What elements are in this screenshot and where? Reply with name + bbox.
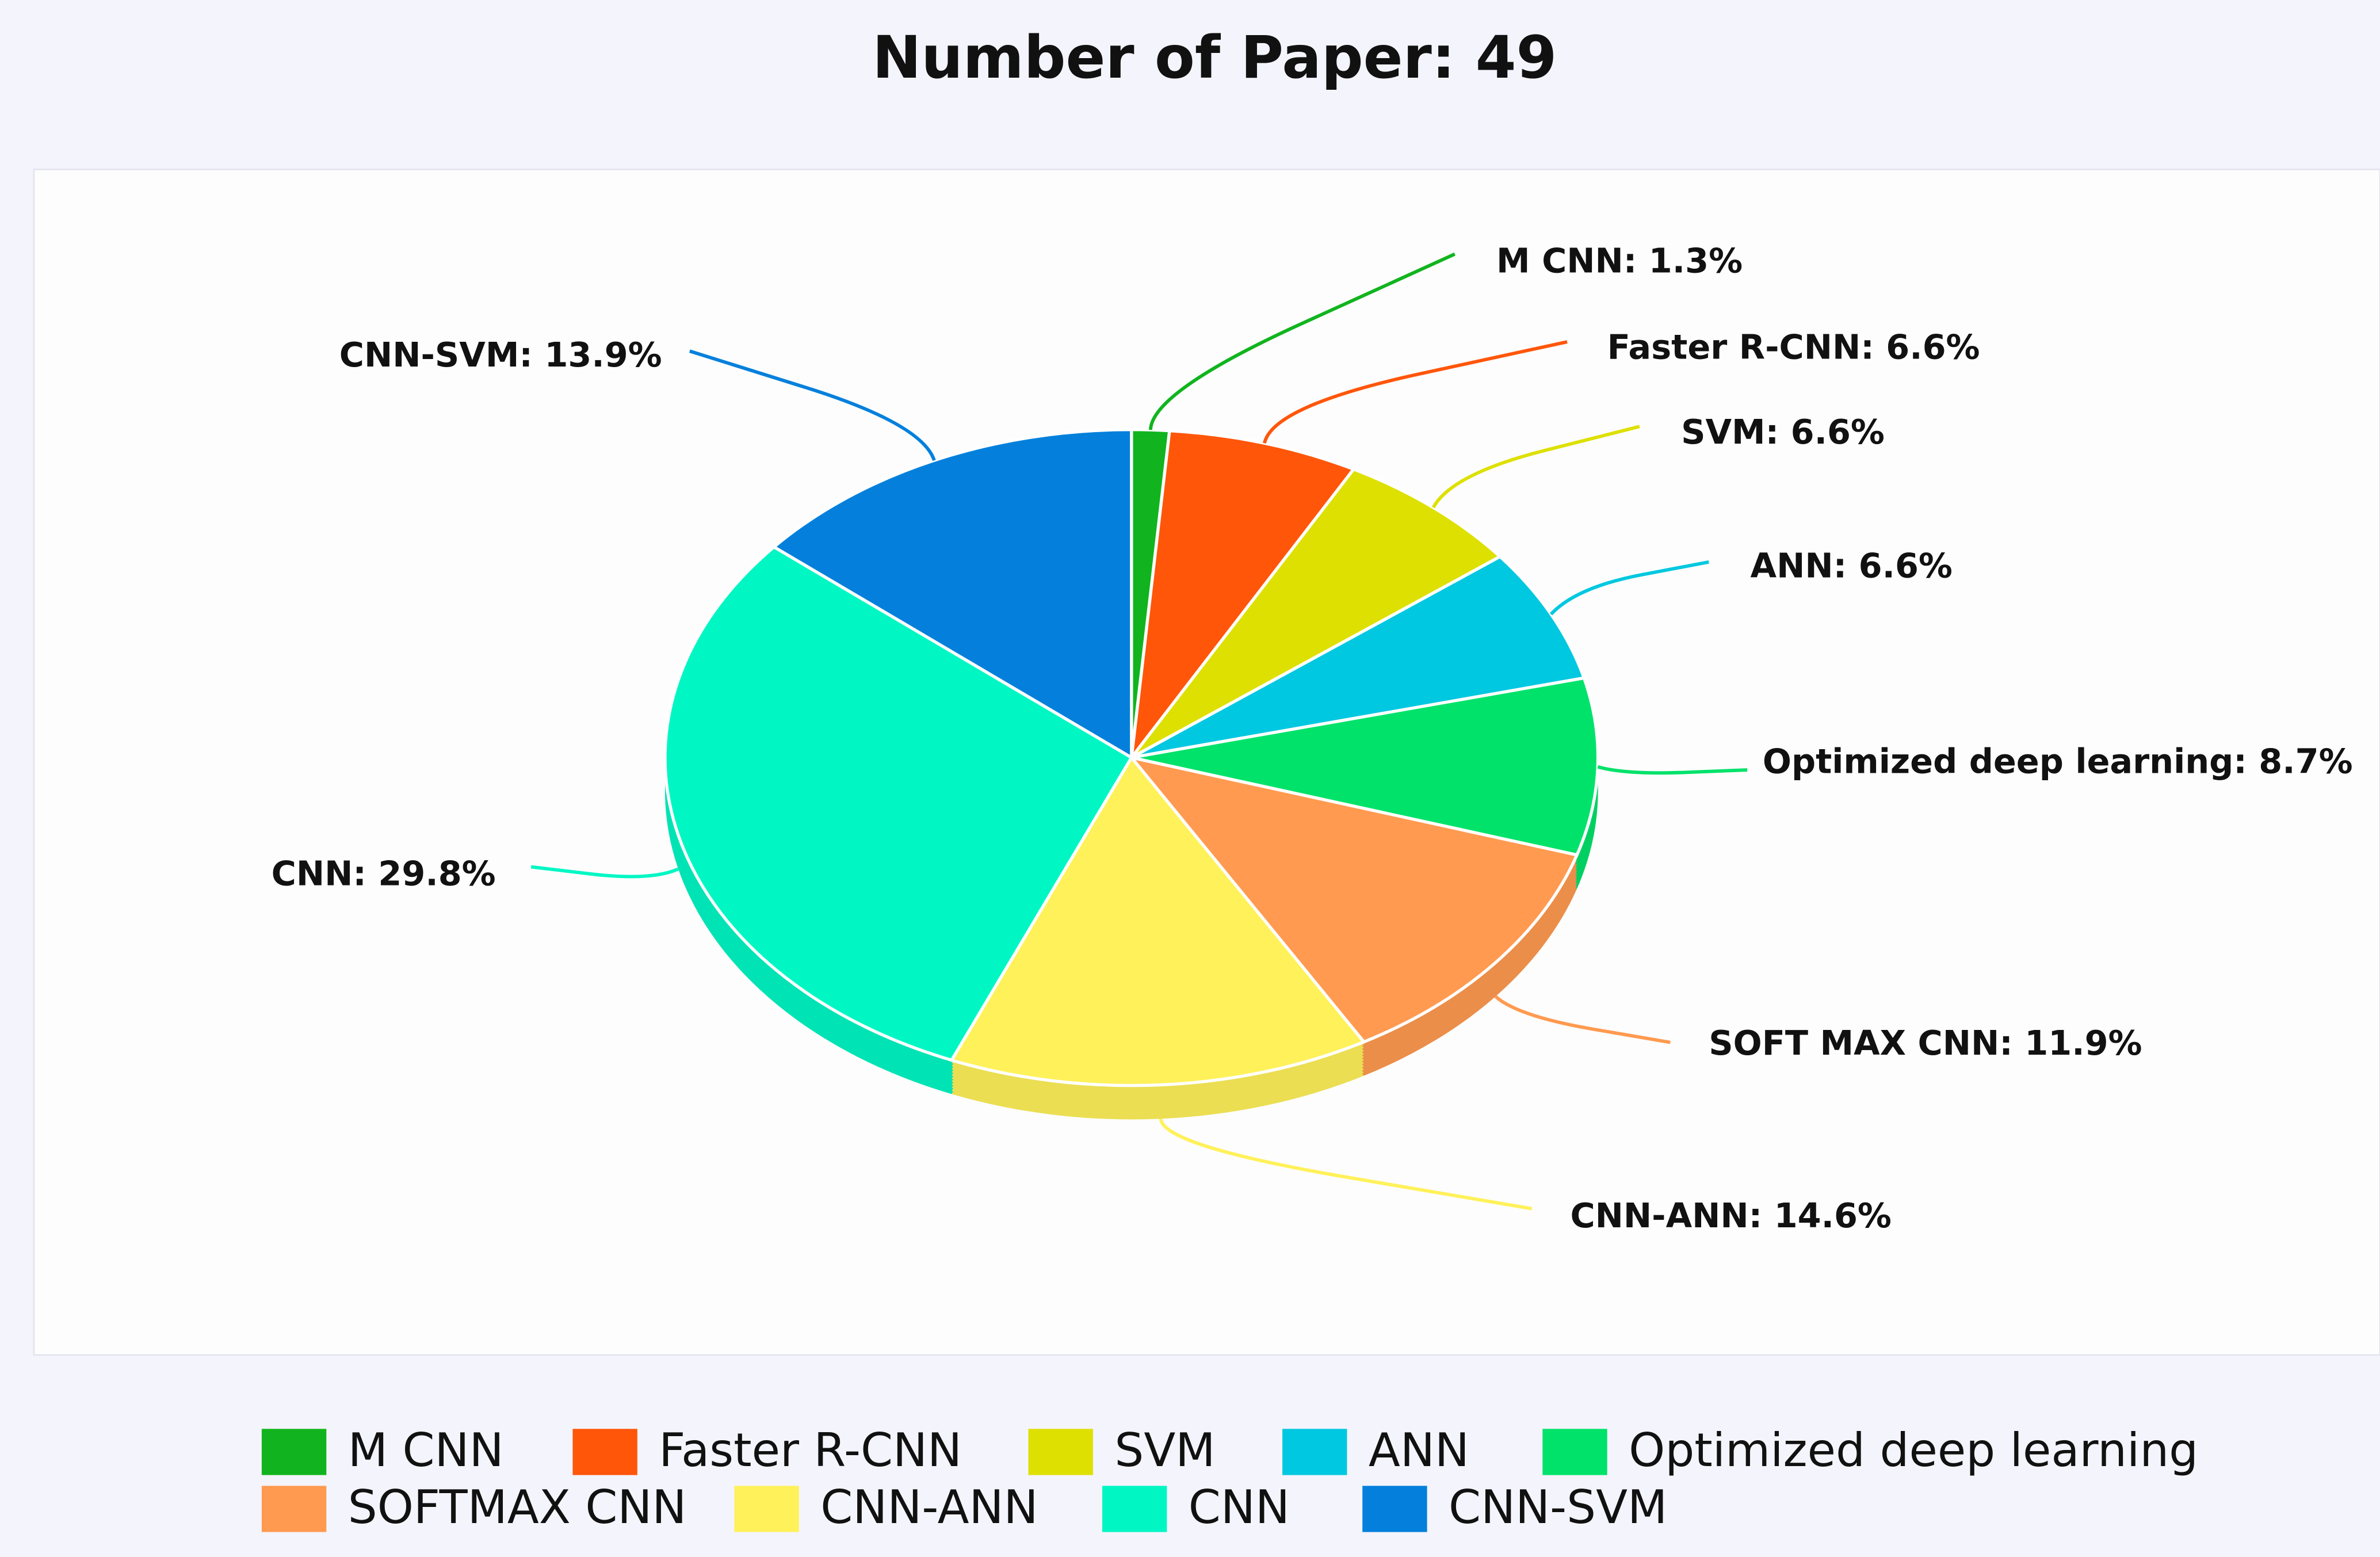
legend-swatch bbox=[1362, 1486, 1427, 1532]
legend-label: ANN bbox=[1369, 1423, 1469, 1477]
legend-swatch bbox=[261, 1486, 327, 1532]
leader-line bbox=[1159, 1118, 1533, 1211]
legend-label: CNN-SVM bbox=[1449, 1480, 1667, 1534]
data-label: Optimized deep learning: 8.7% bbox=[1763, 741, 2353, 781]
slice bbox=[949, 754, 1367, 1087]
leader-line bbox=[1148, 252, 1455, 430]
legend-swatch bbox=[734, 1486, 799, 1532]
slice bbox=[1130, 555, 1586, 760]
legend-label: Optimized deep learning bbox=[1629, 1423, 2198, 1477]
data-label: ANN: 6.6% bbox=[1751, 546, 1953, 586]
slice bbox=[771, 428, 1133, 761]
chart-title: Number of Paper: 49 bbox=[872, 24, 1557, 91]
legend-swatch bbox=[1028, 1429, 1093, 1475]
legend-label: Faster R-CNN bbox=[659, 1423, 962, 1477]
legend-label: CNN bbox=[1189, 1480, 1290, 1534]
leader-line bbox=[1431, 425, 1640, 509]
slice bbox=[1129, 429, 1357, 763]
data-label: SOFT MAX CNN: 11.9% bbox=[1709, 1023, 2142, 1063]
slice bbox=[1130, 467, 1503, 759]
slice bbox=[1131, 676, 1600, 857]
legend-swatch bbox=[1102, 1486, 1167, 1532]
data-label: CNN: 29.8% bbox=[272, 854, 496, 894]
data-label: M CNN: 1.3% bbox=[1496, 241, 1743, 281]
legend-swatch bbox=[1282, 1429, 1347, 1475]
legend-swatch bbox=[572, 1429, 637, 1475]
leader-line bbox=[1549, 560, 1709, 616]
legend-label: SOFTMAX CNN bbox=[348, 1480, 687, 1534]
legend-swatch bbox=[261, 1429, 327, 1475]
legend-label: SVM bbox=[1114, 1423, 1215, 1477]
pie bbox=[663, 428, 1600, 1120]
leader-line bbox=[1597, 765, 1748, 775]
data-label: Faster R-CNN: 6.6% bbox=[1607, 327, 1980, 367]
data-label: CNN-ANN: 14.6% bbox=[1570, 1196, 1891, 1235]
legend-swatch bbox=[1542, 1429, 1607, 1475]
legend-label: M CNN bbox=[348, 1423, 504, 1477]
leader-line bbox=[530, 865, 679, 879]
data-label: CNN-SVM: 13.9% bbox=[339, 335, 662, 375]
data-label: SVM: 6.6% bbox=[1681, 412, 1885, 452]
legend-label: CNN-ANN bbox=[820, 1480, 1038, 1534]
leader-line bbox=[1494, 995, 1671, 1044]
slice bbox=[663, 545, 1134, 1062]
leader-line bbox=[689, 349, 936, 461]
leader-line bbox=[1263, 340, 1568, 444]
slice bbox=[1127, 755, 1579, 1044]
